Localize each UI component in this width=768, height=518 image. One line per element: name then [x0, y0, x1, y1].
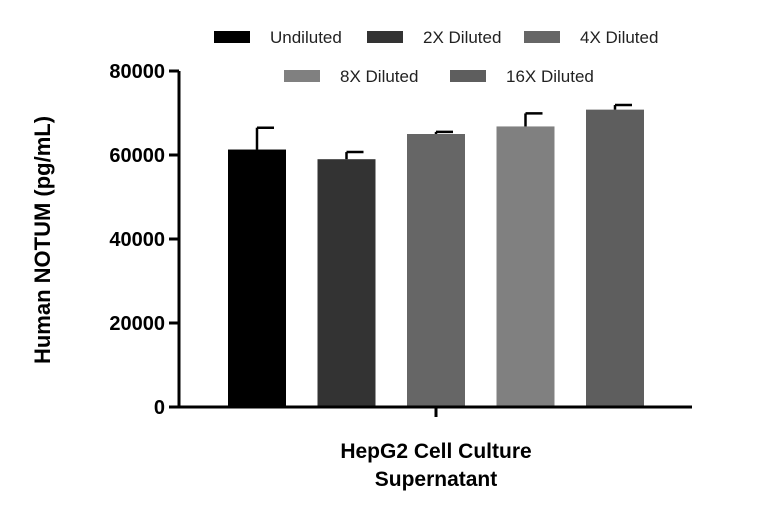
legend-swatch [214, 31, 250, 43]
legend-label: Undiluted [270, 28, 342, 47]
x-axis [177, 405, 692, 417]
y-tick-label: 20000 [109, 313, 165, 335]
legend-swatch [367, 31, 403, 43]
y-tick-label: 80000 [109, 61, 165, 83]
bar [586, 109, 644, 407]
y-tick-label: 60000 [109, 145, 165, 167]
bar [317, 159, 376, 407]
legend-label: 16X Diluted [506, 67, 594, 86]
group-label-line-2: Supernatant [375, 468, 498, 491]
legend-swatch [450, 70, 486, 82]
bar [496, 126, 555, 407]
y-axis-label: Human NOTUM (pg/mL) [30, 116, 55, 364]
legend-label: 2X Diluted [423, 28, 501, 47]
bars [228, 103, 644, 408]
legend: Undiluted 2X Diluted 4X Diluted 8X Diluted 1… [214, 28, 658, 86]
legend-swatch [284, 70, 320, 82]
y-tick-label: 40000 [109, 229, 165, 251]
group-label-line-1: HepG2 Cell Culture [340, 440, 531, 463]
y-axis: 0 20000 40000 60000 80000 [109, 61, 181, 419]
y-tick-label: 0 [154, 397, 165, 419]
bar [407, 134, 465, 407]
legend-label: 8X Diluted [340, 67, 418, 86]
bar [228, 149, 286, 408]
legend-swatch [524, 31, 560, 43]
legend-label: 4X Diluted [580, 28, 658, 47]
